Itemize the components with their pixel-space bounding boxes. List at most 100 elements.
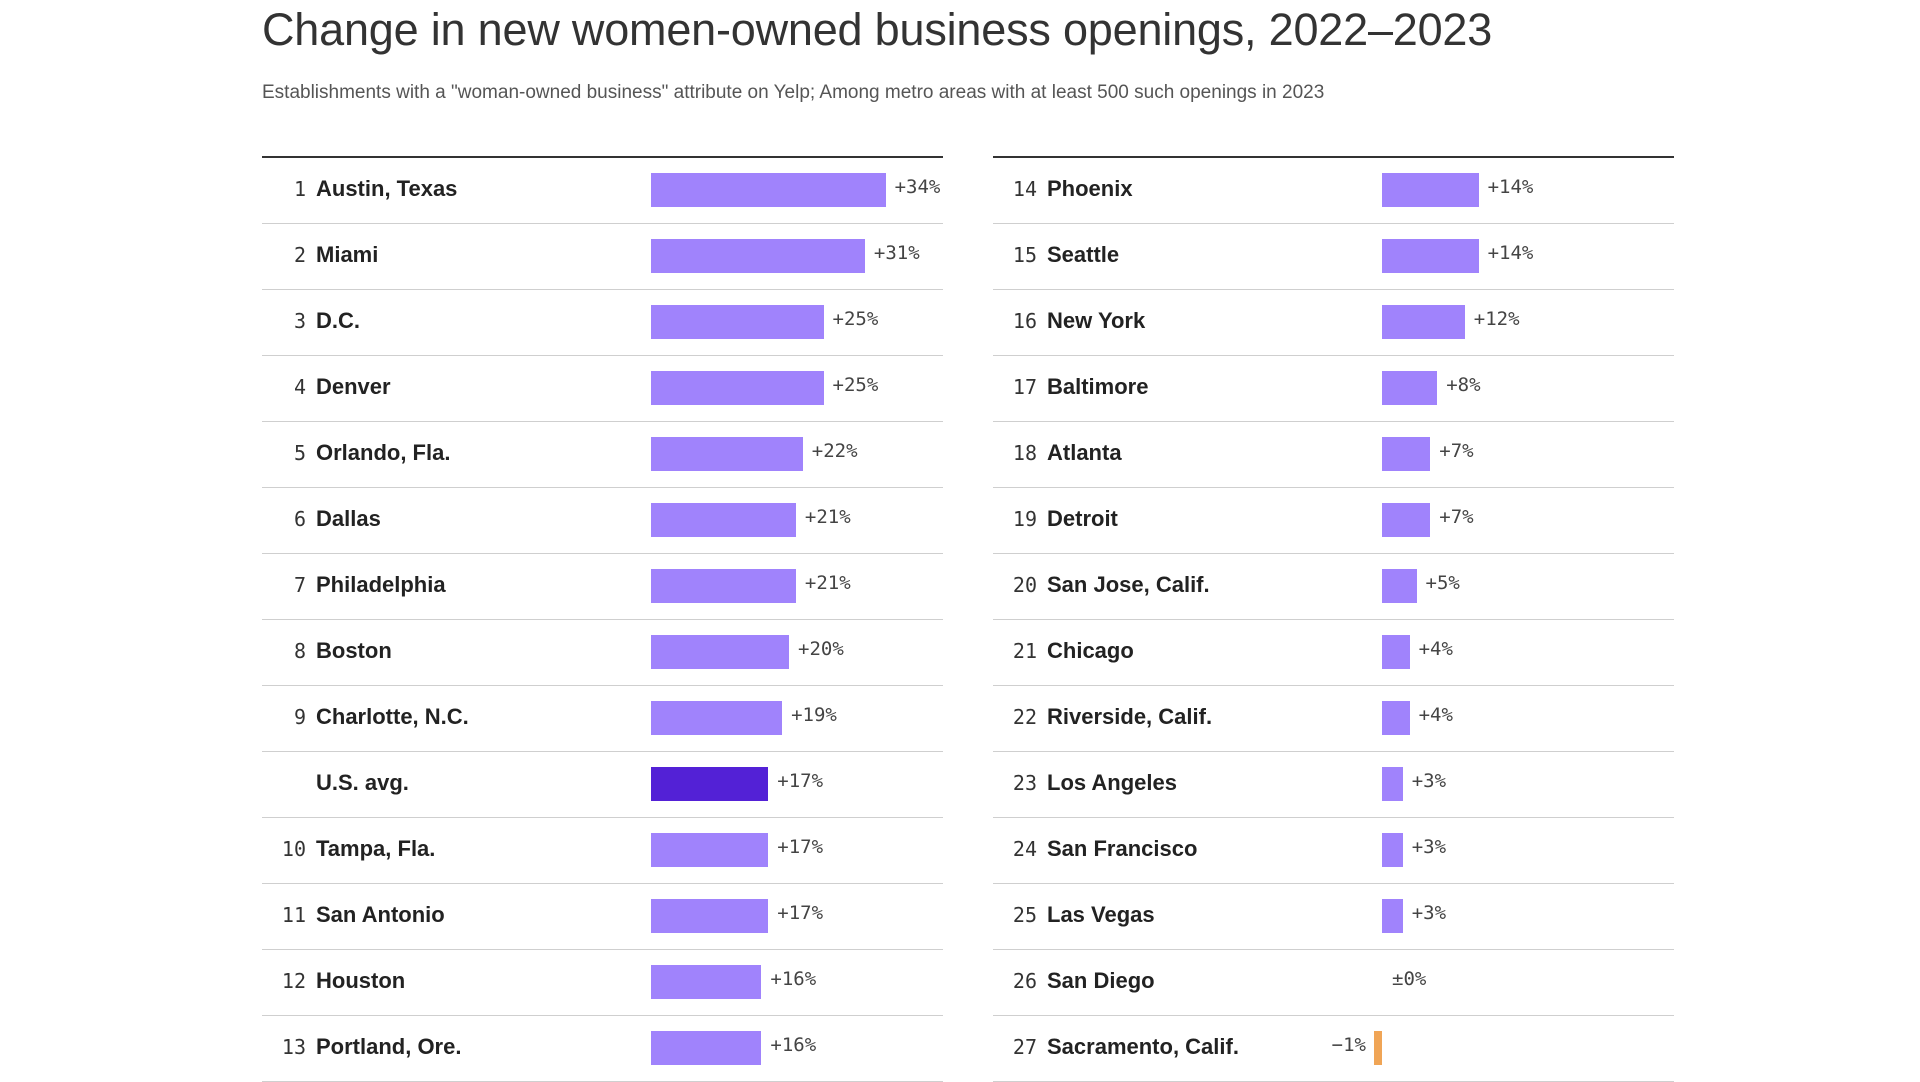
rank-number: 14	[1012, 177, 1037, 201]
bar-row: 10 Tampa, Fla. +17%	[262, 818, 943, 884]
bar-row: 15 Seattle +14%	[993, 224, 1674, 290]
metro-label: San Francisco	[1047, 836, 1198, 861]
rank-number: 20	[1012, 573, 1037, 597]
rank-number: 5	[293, 441, 306, 465]
chart-subtitle: Establishments with a "woman-owned busin…	[262, 82, 1325, 103]
bar-row: 13 Portland, Ore. +16%	[262, 1016, 943, 1082]
bar-row: 5 Orlando, Fla. +22%	[262, 422, 943, 488]
bar-row: 21 Chicago +4%	[993, 620, 1674, 686]
bar	[651, 1031, 762, 1065]
value-label: +8%	[1446, 374, 1481, 396]
bar	[1382, 437, 1431, 471]
rank-number: 4	[293, 375, 306, 399]
bar-row: 11 San Antonio +17%	[262, 884, 943, 950]
bar-row: 19 Detroit +7%	[993, 488, 1674, 554]
rank-number: 27	[1012, 1035, 1037, 1059]
bar	[1382, 767, 1403, 801]
value-label: +16%	[770, 1034, 817, 1056]
value-label: +34%	[894, 176, 941, 198]
metro-label: Detroit	[1047, 506, 1118, 531]
metro-label: U.S. avg.	[316, 770, 409, 795]
bar	[1382, 833, 1403, 867]
metro-label: Las Vegas	[1047, 902, 1155, 927]
rank-number: 22	[1012, 705, 1037, 729]
rank-number: 21	[1012, 639, 1037, 663]
metro-label: Portland, Ore.	[316, 1034, 462, 1059]
value-label: +21%	[804, 506, 851, 528]
metro-label: Sacramento, Calif.	[1047, 1034, 1239, 1059]
bar	[651, 965, 762, 999]
metro-label: Los Angeles	[1047, 770, 1177, 795]
value-label: +19%	[791, 704, 837, 726]
rank-number: 13	[281, 1035, 306, 1059]
metro-label: Seattle	[1047, 242, 1120, 267]
value-label: +25%	[832, 374, 879, 396]
bar	[1382, 173, 1479, 207]
bar	[651, 899, 769, 933]
metro-label: New York	[1047, 308, 1146, 333]
metro-label: San Jose, Calif.	[1047, 572, 1210, 597]
rank-number: 26	[1012, 969, 1037, 993]
bar	[651, 569, 796, 603]
bar-row: 23 Los Angeles +3%	[993, 752, 1674, 818]
rank-number: 9	[293, 705, 306, 729]
bar	[1382, 503, 1431, 537]
rank-number: 6	[293, 507, 306, 531]
value-label: +17%	[777, 902, 824, 924]
bar-row: 7 Philadelphia +21%	[262, 554, 943, 620]
rank-number: 24	[1012, 837, 1037, 861]
value-label: ±0%	[1392, 968, 1427, 990]
rank-number: 10	[281, 837, 306, 861]
value-label: +21%	[804, 572, 851, 594]
bar-row: 20 San Jose, Calif. +5%	[993, 554, 1674, 620]
bar	[651, 767, 769, 801]
bar-row: 6 Dallas +21%	[262, 488, 943, 554]
value-label: +3%	[1411, 902, 1447, 924]
value-label: +4%	[1418, 638, 1453, 660]
value-label: +7%	[1439, 506, 1474, 528]
bar-row: U.S. avg. +17%	[262, 752, 943, 818]
value-label: +16%	[770, 968, 817, 990]
metro-label: Baltimore	[1047, 374, 1149, 399]
rank-number: 25	[1012, 903, 1037, 927]
rank-number: 8	[293, 639, 306, 663]
metro-label: Orlando, Fla.	[316, 440, 451, 465]
bar	[1374, 1031, 1382, 1065]
right-column: 14 Phoenix +14% 15 Seattle +14% 16 New York +12%…	[993, 156, 1674, 1082]
bar	[1382, 305, 1465, 339]
bar	[1382, 371, 1438, 405]
bar	[1382, 899, 1403, 933]
metro-label: Charlotte, N.C.	[316, 704, 469, 729]
value-label: +3%	[1411, 770, 1447, 792]
bar	[651, 305, 824, 339]
bar-row: 9 Charlotte, N.C. +19%	[262, 686, 943, 752]
bar-row: 4 Denver +25%	[262, 356, 943, 422]
value-label: +17%	[777, 770, 824, 792]
bar	[1382, 569, 1417, 603]
bar	[1382, 635, 1410, 669]
bar-row: 22 Riverside, Calif. +4%	[993, 686, 1674, 752]
rank-number: 15	[1012, 243, 1037, 267]
bar-row: 17 Baltimore +8%	[993, 356, 1674, 422]
bar	[651, 371, 824, 405]
metro-label: Atlanta	[1047, 440, 1122, 465]
rank-number: 23	[1012, 771, 1037, 795]
rank-number: 16	[1012, 309, 1037, 333]
metro-label: Dallas	[316, 506, 381, 531]
rank-number: 19	[1012, 507, 1037, 531]
bar-row: 26 San Diego ±0%	[993, 950, 1674, 1016]
chart-title: Change in new women-owned business openi…	[262, 4, 1493, 55]
rank-number: 12	[281, 969, 306, 993]
value-label: +5%	[1425, 572, 1460, 594]
metro-label: Riverside, Calif.	[1047, 704, 1213, 729]
bar	[651, 701, 783, 735]
bar-row: 14 Phoenix +14%	[993, 158, 1674, 224]
value-label: +7%	[1439, 440, 1474, 462]
bar-row: 27 Sacramento, Calif. −1%	[993, 1016, 1674, 1082]
value-label: +17%	[777, 836, 824, 858]
bar	[651, 239, 865, 273]
rank-number: 3	[293, 309, 306, 333]
metro-label: Tampa, Fla.	[316, 836, 436, 861]
bar	[651, 437, 803, 471]
value-label: +14%	[1487, 176, 1534, 198]
